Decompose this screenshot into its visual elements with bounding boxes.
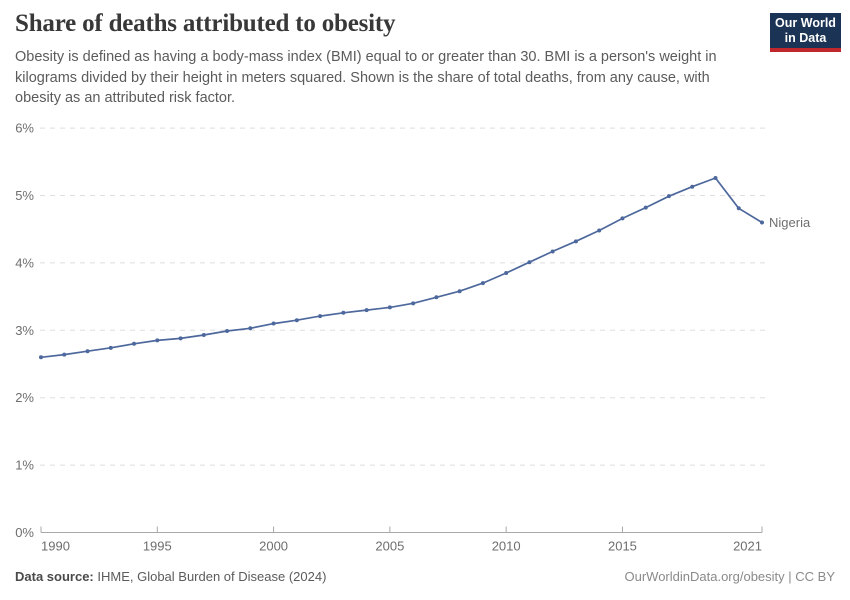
data-point-2000[interactable] [271, 321, 276, 326]
data-point-2007[interactable] [434, 295, 439, 300]
y-axis-label-0: 0% [15, 525, 34, 540]
chart-subtitle: Obesity is defined as having a body-mass… [15, 49, 717, 107]
data-point-1991[interactable] [62, 352, 67, 357]
chart-header: Share of deaths attributed to obesity Ob… [15, 10, 755, 109]
data-point-1992[interactable] [85, 349, 90, 354]
data-point-1998[interactable] [225, 328, 230, 333]
data-point-2012[interactable] [550, 249, 555, 254]
y-axis-label-2: 2% [15, 390, 34, 405]
data-point-1990[interactable] [39, 355, 43, 360]
owid-footer-link[interactable]: OurWorldinData.org/obesity | CC BY [624, 569, 836, 584]
data-point-2005[interactable] [387, 305, 392, 310]
data-point-1993[interactable] [108, 345, 113, 350]
x-axis-label-1990: 1990 [41, 539, 70, 554]
y-axis-label-1: 1% [15, 458, 34, 473]
data-point-2004[interactable] [364, 308, 369, 313]
x-axis-label-2000: 2000 [259, 539, 288, 554]
data-point-2002[interactable] [318, 314, 323, 319]
y-axis-label-4: 4% [15, 255, 34, 270]
data-point-1995[interactable] [155, 338, 160, 343]
data-source-text: IHME, Global Burden of Disease (2024) [93, 569, 327, 584]
x-axis-label-2010: 2010 [492, 539, 521, 554]
data-point-2017[interactable] [666, 194, 671, 199]
data-point-2011[interactable] [527, 260, 532, 265]
data-source: Data source: IHME, Global Burden of Dise… [15, 569, 326, 584]
data-point-1996[interactable] [178, 336, 183, 341]
y-axis-label-3: 3% [15, 323, 34, 338]
series-label-nigeria: Nigeria [769, 215, 811, 230]
y-axis-label-6: 6% [15, 121, 34, 136]
owid-logo-line2: in Data [784, 30, 827, 45]
data-point-2013[interactable] [573, 239, 578, 244]
data-point-2006[interactable] [411, 301, 416, 306]
data-point-2021[interactable] [760, 220, 764, 225]
data-point-1999[interactable] [248, 326, 253, 331]
x-axis-label-2005: 2005 [375, 539, 404, 554]
data-point-2019[interactable] [713, 175, 718, 180]
owid-logo-line1: Our World [775, 15, 836, 30]
data-point-2018[interactable] [690, 184, 695, 189]
data-point-2016[interactable] [643, 205, 648, 210]
data-source-label: Data source: [15, 569, 94, 584]
data-point-1994[interactable] [132, 341, 137, 346]
data-point-2015[interactable] [620, 216, 625, 221]
line-series-nigeria[interactable] [40, 177, 763, 359]
chart-title: Share of deaths attributed to obesity [15, 10, 396, 37]
data-point-2014[interactable] [597, 228, 602, 233]
data-point-2008[interactable] [457, 289, 462, 294]
data-point-2003[interactable] [341, 310, 346, 315]
x-axis-label-1995: 1995 [143, 539, 172, 554]
y-axis-label-5: 5% [15, 188, 34, 203]
data-point-2001[interactable] [294, 318, 299, 323]
data-point-2010[interactable] [504, 271, 509, 276]
x-axis-label-2015: 2015 [608, 539, 637, 554]
owid-logo[interactable]: Our World in Data [770, 13, 841, 52]
data-point-2009[interactable] [480, 281, 485, 286]
data-point-1997[interactable] [201, 333, 206, 338]
data-point-2020[interactable] [736, 206, 741, 211]
x-axis-label-2021: 2021 [733, 539, 762, 554]
